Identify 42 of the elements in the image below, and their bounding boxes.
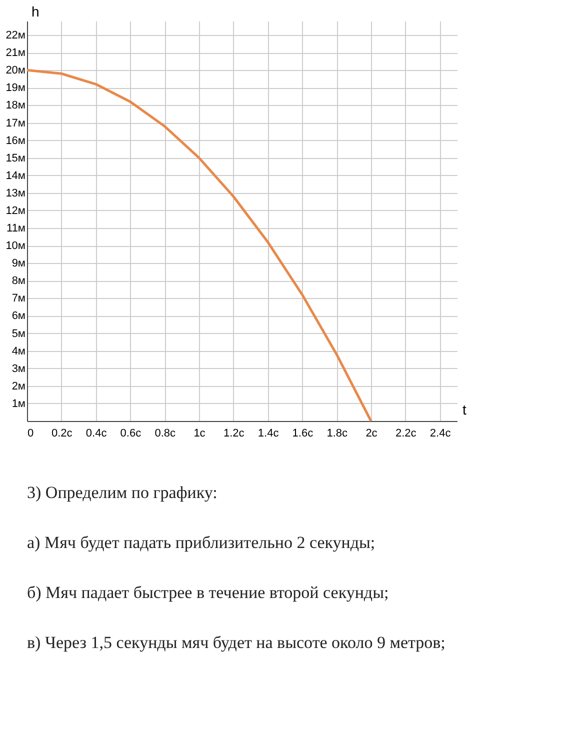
x-tick-label: 0.6с [120, 428, 142, 440]
y-tick-label: 11м [6, 222, 26, 235]
y-tick-label: 19м [6, 82, 26, 94]
y-tick-label: 2м [12, 380, 26, 392]
text: а) Мяч будет падать приблизительно 2 секунды; [27, 533, 376, 552]
x-tick-label: 1.4с [258, 428, 280, 440]
x-tick-label: 1.2с [224, 428, 245, 440]
y-tick-label: 8м [12, 275, 26, 288]
y-tick-label: 9м [12, 258, 26, 270]
x-tick-label: 1.8с [326, 428, 348, 440]
y-tick-label: 10м [6, 240, 26, 252]
y-tick-label: 7м [12, 292, 26, 305]
y-tick-label: 6м [12, 310, 26, 322]
y-tick-label: 4м [12, 345, 26, 358]
x-tick-label: 1.6с [292, 428, 314, 440]
x-axis-title: t [462, 402, 466, 418]
line-series [26, 68, 372, 422]
x-tick-label: 0.4с [86, 428, 108, 440]
y-tick-label: 18м [6, 100, 26, 112]
text: б) Мяч падает быстрее в течение второй секунды; [27, 583, 389, 602]
y-tick-label: 17м [6, 117, 26, 130]
y-tick-label: 20м [6, 64, 26, 77]
x-tick-label: 2с [366, 428, 378, 440]
x-tick-label: 2.4с [430, 428, 452, 440]
y-tick-label: 14м [6, 170, 26, 182]
y-tick-label: 22м [6, 30, 26, 42]
y-tick-label: 5м [12, 328, 26, 340]
y-tick-label: 16м [6, 134, 26, 147]
y-axis-title: h [32, 4, 40, 20]
y-tick-label: 21м [6, 47, 26, 60]
x-tick-label: 0 [28, 428, 34, 440]
x-tick-label: 0.8с [154, 428, 176, 440]
y-tick-label: 13м [6, 187, 26, 200]
x-tick-label: 2.2с [396, 428, 417, 440]
x-tick-label: 0.2с [52, 428, 73, 440]
y-tick-label: 3м [12, 362, 26, 375]
text: 3) Определим по графику: [27, 483, 218, 502]
y-tick-label: 1м [12, 398, 26, 410]
text: в) Через 1,5 секунды мяч будет на высоте около 9 метров; [27, 633, 446, 652]
x-tick-label: 1с [194, 428, 206, 440]
y-tick-label: 15м [6, 152, 26, 164]
y-tick-label: 12м [6, 204, 26, 217]
